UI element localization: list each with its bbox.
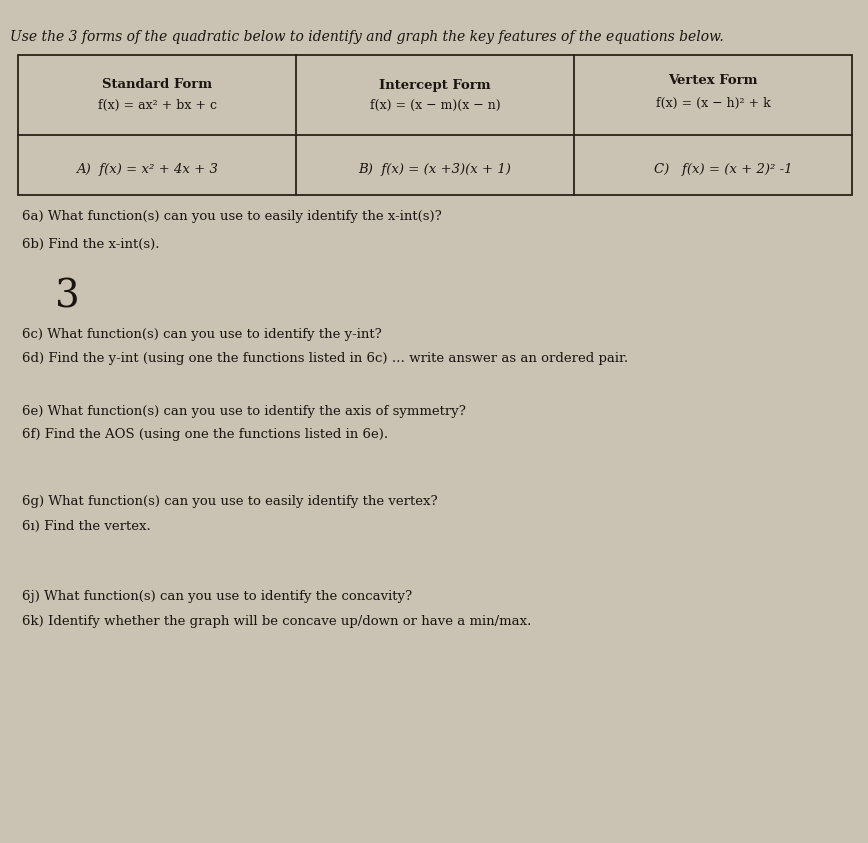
Text: C)   f(x) = (x + 2)² -1: C) f(x) = (x + 2)² -1 xyxy=(654,164,792,176)
Text: f(x) = (x − h)² + k: f(x) = (x − h)² + k xyxy=(655,96,771,110)
Bar xyxy=(18,55,852,195)
Text: Use the 3 forms of the quadratic below to identify and graph the key features of: Use the 3 forms of the quadratic below t… xyxy=(10,30,724,44)
Text: A)  f(x) = x² + 4x + 3: A) f(x) = x² + 4x + 3 xyxy=(76,164,218,176)
Text: 6d) Find the y-int (using one the functions listed in 6c) … write answer as an o: 6d) Find the y-int (using one the functi… xyxy=(22,352,628,365)
Text: 6j) What function(s) can you use to identify the concavity?: 6j) What function(s) can you use to iden… xyxy=(22,590,412,603)
Text: 6b) Find the x-int(s).: 6b) Find the x-int(s). xyxy=(22,238,160,251)
Text: B)  f(x) = (x +3)(x + 1): B) f(x) = (x +3)(x + 1) xyxy=(358,164,511,176)
Text: 6f) Find the AOS (using one the functions listed in 6e).: 6f) Find the AOS (using one the function… xyxy=(22,428,388,441)
Text: f(x) = ax² + bx + c: f(x) = ax² + bx + c xyxy=(97,99,216,111)
Text: Vertex Form: Vertex Form xyxy=(668,74,758,88)
Text: 6c) What function(s) can you use to identify the y-int?: 6c) What function(s) can you use to iden… xyxy=(22,328,382,341)
Text: 6k) Identify whether the graph will be concave up/down or have a min/max.: 6k) Identify whether the graph will be c… xyxy=(22,615,531,628)
Text: Intercept Form: Intercept Form xyxy=(379,78,490,92)
Text: 6e) What function(s) can you use to identify the axis of symmetry?: 6e) What function(s) can you use to iden… xyxy=(22,405,466,418)
Text: f(x) = (x − m)(x − n): f(x) = (x − m)(x − n) xyxy=(370,99,500,111)
Text: 6ı) Find the vertex.: 6ı) Find the vertex. xyxy=(22,520,151,533)
Text: 6a) What function(s) can you use to easily identify the x-int(s)?: 6a) What function(s) can you use to easi… xyxy=(22,210,442,223)
Text: Standard Form: Standard Form xyxy=(102,78,212,92)
Text: 3: 3 xyxy=(55,278,80,315)
Text: 6g) What function(s) can you use to easily identify the vertex?: 6g) What function(s) can you use to easi… xyxy=(22,495,437,508)
